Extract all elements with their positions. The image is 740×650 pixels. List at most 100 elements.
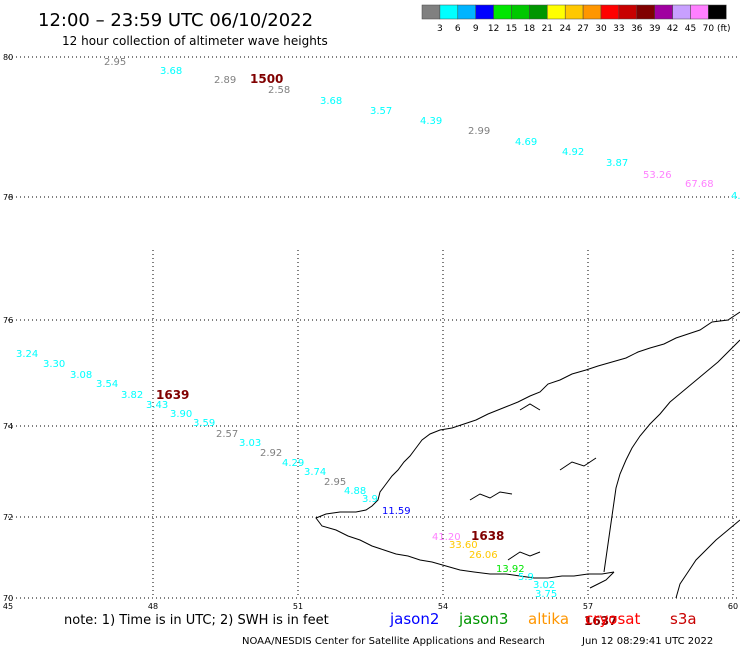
wave-height-label: 3.08 [70, 370, 92, 381]
colorbar-swatch [690, 4, 709, 20]
latitude-label: 80 [3, 53, 13, 62]
longitude-label: 51 [293, 602, 303, 611]
wave-height-label: 4.69 [515, 137, 537, 148]
wave-height-label: 3.02 [533, 580, 555, 591]
latitude-label: 70 [3, 594, 13, 603]
colorbar-swatch [708, 4, 727, 20]
footer-generated: Jun 12 08:29:41 UTC 2022 [581, 636, 713, 647]
colorbar-swatch [618, 4, 638, 20]
colorbar-tick-label: 45 [685, 24, 696, 34]
colorbar-swatch [421, 4, 441, 20]
wave-height-label: 3.87 [606, 158, 628, 169]
wave-height-label: 2.57 [216, 429, 238, 440]
colorbar-swatch [457, 4, 476, 20]
wave-height-label: 3.75 [535, 589, 557, 600]
colorbar-tick-label: 30 [595, 24, 607, 34]
wave-height-label: 67.68 [685, 179, 714, 190]
wave-height-label: 3.03 [239, 438, 261, 449]
colorbar-swatch [600, 4, 620, 20]
legend-satellite-name: s3a [670, 610, 697, 628]
wave-height-label: 4.29 [282, 458, 304, 469]
colorbar-tick-label: 33 [613, 24, 624, 34]
wave-height-label: 2.58 [268, 85, 290, 96]
wave-height-label: 3.9 [362, 494, 378, 505]
colorbar-tick-label: 15 [506, 24, 517, 34]
legend-satellite-name: cryosat [585, 610, 640, 628]
satellite-legend: jason2 jason3 altika cryosat s3a [389, 610, 697, 628]
wave-height-label: 2.92 [260, 448, 282, 459]
wave-height-observations: 2.95 3.68 2.89 2.58 3.68 3.57 4.39 2.99 4.69 4.92… [16, 57, 740, 600]
wave-height-label: 4.39 [420, 116, 442, 127]
wave-height-label: 4. [731, 191, 740, 202]
legend-satellite-name: jason3 [458, 610, 508, 628]
colorbar-tick-label: 3 [437, 24, 443, 34]
pass-times: 1500 1639 1638 1637 [156, 72, 617, 628]
legend-satellite-name: jason2 [389, 610, 439, 628]
colorbar-unit: (ft) [717, 24, 731, 34]
colorbar-swatch [493, 4, 512, 20]
wave-height-label: 33.60 [449, 540, 478, 551]
wave-height-label: 3.68 [160, 66, 182, 77]
legend-satellite-name: altika [528, 610, 569, 628]
wave-height-label: 53.26 [643, 170, 672, 181]
footer-note: note: 1) Time is in UTC; 2) SWH is in fe… [64, 613, 329, 628]
wave-height-label: 2.95 [104, 57, 126, 68]
latitude-label: 74 [3, 422, 13, 431]
wave-height-label: 3.90 [170, 409, 192, 420]
colorbar-tick-label: 9 [473, 24, 479, 34]
colorbar-swatch [439, 4, 459, 20]
header-subtitle: 12 hour collection of altimeter wave hei… [62, 34, 328, 48]
colorbar-swatch [582, 4, 602, 20]
colorbar-tick-label: 21 [542, 24, 553, 34]
pass-time-label: 1637 [584, 614, 617, 628]
wave-height-label: 3.24 [16, 349, 38, 360]
colorbar-tick-label: 27 [577, 24, 588, 34]
colorbar-tick-label: 12 [488, 24, 499, 34]
wave-height-label: 3.74 [304, 467, 326, 478]
wave-height-label: 5.9 [518, 572, 534, 583]
pass-time-label: 1500 [250, 72, 283, 86]
wave-height-label: 26.06 [469, 550, 498, 561]
longitude-label: 60 [728, 602, 738, 611]
colorbar-swatch [654, 4, 673, 20]
colorbar-swatch [672, 4, 691, 20]
pass-time-label: 1638 [471, 529, 504, 543]
latitude-label: 72 [3, 513, 13, 522]
wave-height-label: 4.88 [344, 486, 366, 497]
pass-time-label: 1639 [156, 388, 189, 402]
wave-height-label: 3.43 [146, 400, 168, 411]
colorbar-swatch [529, 4, 548, 20]
colorbar-tick-label: 36 [631, 24, 643, 34]
wave-height-label: 2.99 [468, 126, 490, 137]
wave-height-colorbar: 3 6 9 12 15 18 21 24 27 30 33 36 39 42 45 70 [421, 4, 727, 34]
wave-height-label: 3.68 [320, 96, 342, 107]
colorbar-swatch [636, 4, 655, 20]
colorbar-swatch [511, 4, 530, 20]
footer-credit: NOAA/NESDIS Center for Satellite Applica… [242, 636, 545, 647]
colorbar-tick-label: 42 [667, 24, 678, 34]
colorbar-tick-label: 24 [559, 24, 571, 34]
latitude-label: 76 [3, 316, 13, 325]
colorbar-tick-label: 18 [524, 24, 536, 34]
wave-height-label: 3.54 [96, 379, 118, 390]
coastline [315, 311, 740, 599]
wave-height-label: 11.59 [382, 506, 411, 517]
wave-height-label: 3.57 [370, 106, 392, 117]
colorbar-swatch [475, 4, 494, 20]
wave-height-label: 3.59 [193, 418, 215, 429]
latitude-label: 78 [3, 193, 13, 202]
longitude-label: 54 [438, 602, 448, 611]
wave-height-label: 41.20 [432, 532, 461, 543]
wave-height-label: 13.92 [496, 564, 525, 575]
wave-height-label: 2.89 [214, 75, 236, 86]
wave-height-label: 4.92 [562, 147, 584, 158]
colorbar-tick-label: 70 [703, 24, 715, 34]
colorbar-tick-label: 6 [455, 24, 461, 34]
longitude-label: 48 [148, 602, 158, 611]
wave-height-label: 3.30 [43, 359, 65, 370]
colorbar-swatch [547, 4, 566, 20]
header-title: 12:00 – 23:59 UTC 06/10/2022 [38, 10, 313, 31]
